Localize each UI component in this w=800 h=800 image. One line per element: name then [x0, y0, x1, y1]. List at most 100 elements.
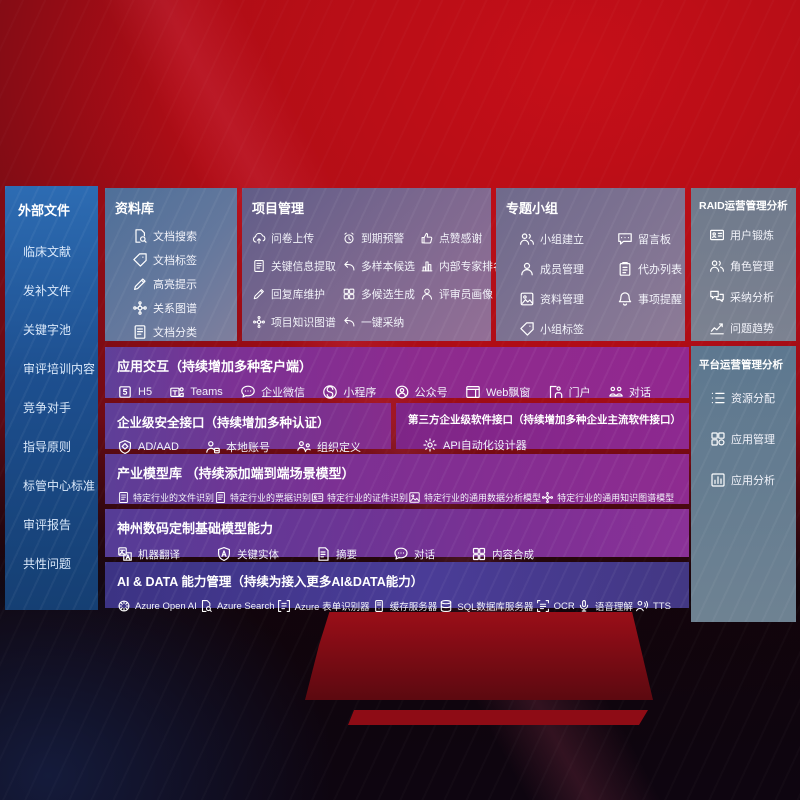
sidebar-item[interactable]: 共性问题 [23, 555, 98, 572]
feature-item[interactable]: 点赞感谢 [420, 230, 504, 246]
feature-item[interactable]: 对话 [608, 384, 651, 400]
feature-item-label: 关系图谱 [153, 303, 197, 315]
feature-item[interactable]: 缓存服务器 [372, 599, 437, 613]
feature-item[interactable]: Teams [169, 384, 223, 400]
mini-program-icon [322, 384, 338, 400]
feature-item[interactable]: 内部专家排名 [420, 258, 504, 274]
feature-item[interactable]: 角色管理 [709, 258, 788, 274]
row-items: 特定行业的文件识别 特定行业的票据识别 特定行业的证件识别 特定行业的通用数据分析模型… [117, 491, 677, 504]
feature-item[interactable]: API自动化设计器 [422, 437, 527, 453]
feature-item[interactable]: 项目知识图谱 [252, 314, 342, 330]
feature-item[interactable]: 组织定义 [296, 439, 361, 455]
shield-a-icon [216, 546, 232, 562]
feature-item[interactable]: Azure Search [199, 599, 275, 613]
person-badge-icon [205, 439, 221, 455]
feature-item[interactable]: 企业微信 [240, 384, 305, 400]
feature-item[interactable]: 关系图谱 [132, 300, 227, 316]
dialog-people-icon [608, 384, 624, 400]
ocr-frame-icon [536, 599, 550, 613]
feature-item[interactable]: Azure 表单识别器 [277, 599, 370, 613]
feature-item[interactable]: 特定行业的文件识别 [117, 491, 214, 504]
doc-lines-icon [214, 491, 227, 504]
feature-item[interactable]: 特定行业的通用知识图谱模型 [541, 491, 674, 504]
feature-item[interactable]: 机器翻译 [117, 546, 180, 562]
feature-item[interactable]: AD/AAD [117, 439, 179, 455]
tag-icon [519, 321, 535, 337]
doc-lines-icon [117, 491, 130, 504]
feature-item[interactable]: Web飘窗 [465, 384, 530, 400]
sidebar-item-label: 审评报告 [23, 518, 72, 532]
sidebar-item[interactable]: 关键字池 [23, 321, 98, 338]
feature-item[interactable]: 高亮提示 [132, 276, 227, 292]
feature-item[interactable]: OCR [536, 599, 575, 613]
feature-item[interactable]: 文档搜索 [132, 228, 227, 244]
feature-item[interactable]: 对话 [393, 546, 435, 562]
feature-item[interactable]: 评审员画像 [420, 286, 504, 302]
feature-item[interactable]: 关键实体 [216, 546, 279, 562]
form-brackets-icon [277, 599, 291, 613]
feature-item[interactable]: 摘要 [315, 546, 357, 562]
feature-item[interactable]: 回复库维护 [252, 286, 342, 302]
feature-item[interactable]: 资源分配 [710, 390, 788, 406]
feature-item[interactable]: 多样本候选 [342, 258, 420, 274]
feature-item[interactable]: Azure Open AI [117, 599, 197, 613]
feature-item[interactable]: 用户锻炼 [709, 227, 788, 243]
feature-item[interactable]: 公众号 [394, 384, 448, 400]
feature-item-label: 语音理解 [594, 602, 633, 613]
feature-item[interactable]: H5 [117, 384, 152, 400]
feature-item[interactable]: 特定行业的通用数据分析模型 [408, 491, 541, 504]
feature-item[interactable]: 资料管理 [519, 291, 617, 307]
feature-item[interactable]: 特定行业的证件识别 [311, 491, 408, 504]
sidebar-item[interactable]: 审评培训内容 [23, 360, 98, 377]
database-icon [439, 599, 453, 613]
feature-item[interactable]: 应用管理 [710, 431, 788, 447]
sidebar-item[interactable]: 竞争对手 [23, 399, 98, 416]
sidebar-item[interactable]: 临床文献 [23, 243, 98, 260]
row-title: 企业级安全接口（持续增加多种认证） [117, 416, 330, 430]
feature-item[interactable]: 门户 [548, 384, 591, 400]
feature-item-label: 代办列表 [638, 264, 682, 276]
feature-item-label: 问题趋势 [730, 323, 774, 335]
h5-icon [117, 384, 133, 400]
feature-item-label: Azure Search [216, 600, 275, 612]
sidebar-item[interactable]: 指导原则 [23, 438, 98, 455]
feature-item-label: API自动化设计器 [443, 440, 527, 452]
feature-item[interactable]: 代办列表 [617, 261, 682, 277]
panel-raid-analysis: RAID运营管理分析 用户锻炼 角色管理 采纳分析 问题趋势 [691, 188, 796, 341]
sidebar-item[interactable]: 发补文件 [23, 282, 98, 299]
feature-item[interactable]: 到期预警 [342, 230, 420, 246]
sidebar-item[interactable]: 标管中心标准 [23, 477, 98, 494]
feature-item[interactable]: 事项提醒 [617, 291, 682, 307]
person-icon [519, 261, 535, 277]
feature-item[interactable]: 关键信息提取 [252, 258, 342, 274]
feature-item-label: 多样本候选 [361, 261, 415, 273]
network-icon [132, 300, 148, 316]
sidebar-item[interactable]: 审评报告 [23, 516, 98, 533]
feature-item[interactable]: 留言板 [617, 231, 682, 247]
feature-item-label: 应用管理 [731, 434, 775, 446]
feature-item[interactable]: 问卷上传 [252, 230, 342, 246]
feature-item[interactable]: 问题趋势 [709, 320, 788, 336]
feature-item[interactable]: 小组建立 [519, 231, 617, 247]
feature-item[interactable]: 本地账号 [205, 439, 270, 455]
feature-item[interactable]: TTS [635, 599, 671, 613]
feature-item[interactable]: 一键采纳 [342, 314, 420, 330]
feature-item[interactable]: 文档分类 [132, 324, 227, 340]
feature-item-label: 一键采纳 [361, 317, 405, 329]
feature-item[interactable]: 多候选生成 [342, 286, 420, 302]
feature-item[interactable]: 应用分析 [710, 472, 788, 488]
album-icon [519, 291, 535, 307]
chat-qa-icon [709, 289, 725, 305]
feature-item[interactable]: SQL数据库服务器 [439, 599, 533, 613]
feature-item[interactable]: 成员管理 [519, 261, 617, 277]
feature-item[interactable]: 采纳分析 [709, 289, 788, 305]
feature-item[interactable]: 小程序 [322, 384, 376, 400]
feature-item[interactable]: 内容合成 [471, 546, 534, 562]
feature-item[interactable]: 文档标签 [132, 252, 227, 268]
feature-item[interactable]: 特定行业的票据识别 [214, 491, 311, 504]
feature-item[interactable]: 语音理解 [577, 599, 633, 613]
feature-item[interactable]: 小组标签 [519, 321, 617, 337]
row-ai-data-capabilities: AI & DATA 能力管理（持续为接入更多AI&DATA能力） Azure O… [105, 562, 689, 613]
people-icon [519, 231, 535, 247]
